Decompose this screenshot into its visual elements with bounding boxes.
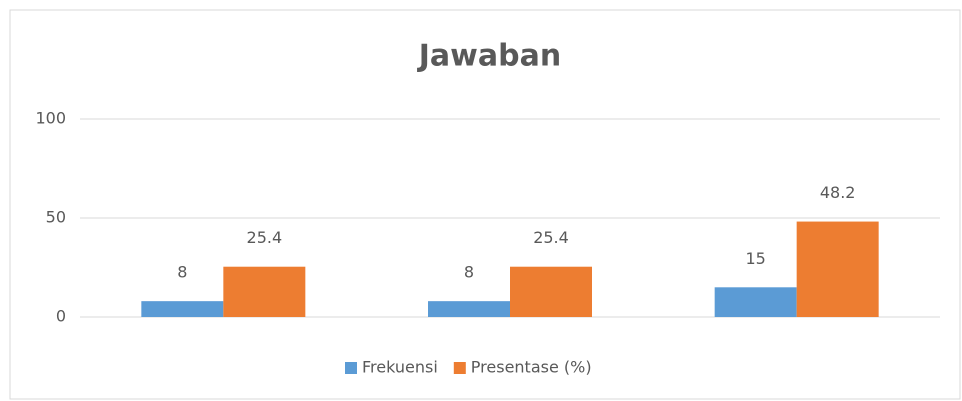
y-tick-label: 100 [35,109,66,128]
bar [714,287,797,317]
y-tick-label: 0 [56,307,66,326]
bar [223,266,306,317]
data-label: 8 [464,263,474,282]
bar [428,301,510,317]
legend-label: Frekuensi [362,358,438,377]
legend-label: Presentase (%) [471,358,592,377]
data-label: 25.4 [247,228,283,247]
data-label: 8 [177,263,187,282]
bar [510,266,592,317]
data-label: 25.4 [533,228,569,247]
legend-swatch [345,362,357,374]
data-label: 48.2 [820,183,856,202]
chart-frame [9,9,961,400]
bar [796,221,879,317]
legend-swatch [453,362,466,374]
chart-title: Jawaban [417,39,561,74]
y-tick-label: 50 [46,208,66,227]
bar [141,301,224,317]
data-label: 15 [745,249,765,268]
